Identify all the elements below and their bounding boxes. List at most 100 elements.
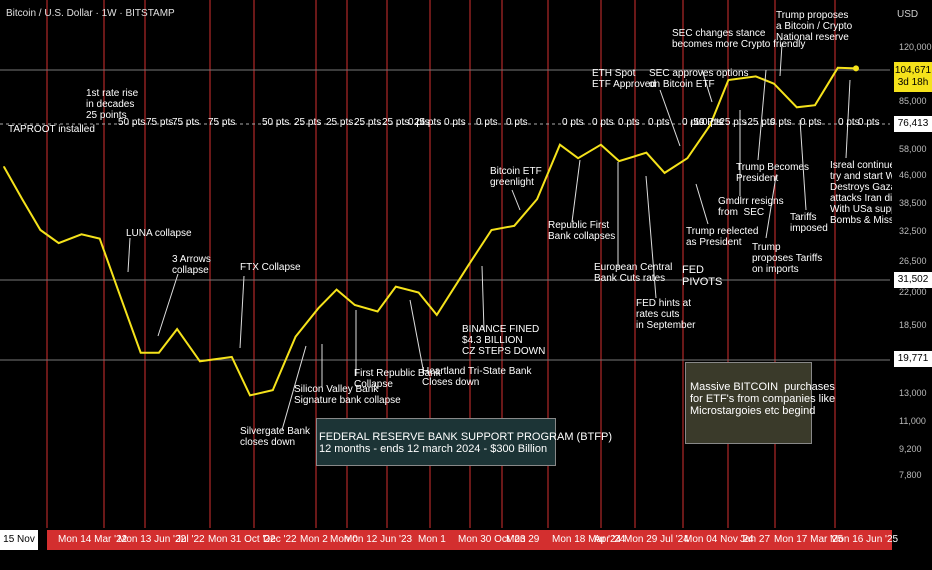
price-point [577, 157, 579, 160]
price-point [773, 82, 775, 85]
price-point [709, 124, 712, 126]
price-point [836, 67, 839, 69]
price-point [335, 288, 338, 291]
price-chart [0, 0, 890, 528]
price-point [317, 307, 320, 310]
y-tick: 58,000 [899, 144, 927, 154]
x-tick: Mon 0 [330, 534, 358, 545]
price-point [294, 335, 297, 338]
price-point [513, 225, 516, 227]
level-badge-19771: 19,771 [894, 351, 932, 367]
price-point [80, 233, 83, 236]
x-tick: Mon 2 [300, 534, 328, 545]
price-point [754, 75, 757, 78]
annotation-arrow [571, 159, 581, 223]
annotation-trump-president: Trump Becomes President [736, 162, 809, 184]
x-tick: Jan 27 [740, 534, 771, 545]
price-point [467, 264, 470, 266]
x-tick: Mon 31 Oct '22 [208, 534, 276, 545]
rate-change-label: 25 pts [294, 117, 322, 128]
x-tick: Apr '24 [594, 534, 626, 545]
y-tick: 46,000 [899, 170, 927, 180]
rate-change-label: 0 pts [444, 117, 466, 128]
annotation-trump-reelected: Trump reelected as President [686, 226, 759, 248]
annotation-svb: Silicon Valley Bank Signature bank colla… [294, 384, 401, 406]
annotation-arrow [659, 89, 681, 147]
annotation-tariffs: Tariffs imposed [790, 212, 828, 234]
annotation-republic-first: Republic First Bank collapses [548, 220, 616, 242]
price-point [727, 79, 730, 81]
price-point [176, 328, 178, 330]
annotation-three-arrows: 3 Arrows collapse [172, 254, 211, 276]
level-badge-76413: 76,413 [894, 116, 932, 132]
current-price-badge: 104,671 3d 18h [894, 62, 932, 92]
annotation-arrow [281, 345, 307, 431]
price-point [21, 198, 24, 200]
rate-change-label: 0 pts [858, 117, 880, 128]
y-tick: 13,000 [899, 388, 927, 398]
btc-purchases-text: Massive BITCOIN purchases for ETF's from… [690, 381, 836, 417]
annotation-etf-spot: ETH Spot ETF Approved [592, 68, 656, 90]
annotation-arrow [481, 265, 485, 331]
price-point [536, 198, 538, 200]
rate-change-label: -25 pts [716, 117, 747, 128]
y-tick: 85,000 [899, 96, 927, 106]
price-point [436, 314, 438, 316]
rate-change-label: 0 pts [648, 117, 670, 128]
rate-change-label: 0 pts [618, 117, 640, 128]
rate-change-label: 0 pts [408, 117, 430, 128]
annotation-arrow [511, 189, 521, 211]
rate-change-label: 50 pts [118, 117, 146, 128]
y-tick: 120,000 [899, 42, 932, 52]
annotation-heartland: Heartland Tri-State Bank Closes down [422, 366, 532, 388]
price-point [645, 151, 648, 154]
x-tick-first: 15 Nov '21 [0, 530, 38, 565]
annotation-binance: BINANCE FINED $4.3 BILLION CZ STEPS DOWN [462, 324, 546, 357]
x-tick: Dec '22 [263, 534, 297, 545]
price-point [490, 229, 493, 231]
annotation-sec-options: SEC approves options on Bitcoin ETF [649, 68, 749, 90]
y-tick: 18,500 [899, 320, 927, 330]
x-tick: Mon 16 Jun '25 [830, 534, 899, 545]
rate-change-label: 0 pts [592, 117, 614, 128]
x-tick: Mon 30 Oct '23 [458, 534, 526, 545]
y-tick: 32,500 [899, 226, 927, 236]
x-tick: Mon 04 Nov '24 [684, 534, 754, 545]
x-tick: Mon 12 Jun '23 [344, 534, 413, 545]
time-axis-bar[interactable] [47, 530, 892, 550]
fed-btfp-text: FEDERAL RESERVE BANK SUPPORT PROGRAM (BT… [319, 431, 612, 455]
annotation-arrow [239, 275, 245, 349]
annotation-gensler: Gmdlrr resigns from SEC [718, 196, 784, 218]
price-point [199, 360, 201, 363]
annotation-arrow [799, 119, 807, 211]
price-point [158, 351, 160, 354]
annotation-luna: LUNA collapse [126, 228, 192, 239]
price-point [139, 351, 142, 354]
x-tick: Mon 29 Jul '24 [624, 534, 689, 545]
current-price-dot [853, 65, 859, 72]
y-tick: 22,000 [899, 287, 927, 297]
price-point [249, 394, 251, 397]
annotation-taproot: TAPROOT installed [8, 124, 95, 135]
y-tick: 9,200 [899, 444, 922, 454]
annotation-trump-tariffs: Trump proposes Tariffs on imports [752, 242, 823, 275]
annotation-arrow [645, 175, 657, 299]
price-point [618, 160, 620, 162]
rate-change-label: 25 pts [382, 117, 410, 128]
x-tick: Mon 29 [506, 534, 540, 545]
price-point [686, 157, 689, 160]
annotation-first-republic: First Republic Bank Collapse [354, 368, 441, 390]
rate-change-label: 75 pts [172, 117, 200, 128]
annotation-arrow [845, 79, 851, 159]
price-point [395, 285, 397, 288]
currency-label[interactable]: USD [897, 9, 919, 20]
rate-change-label: 0 pts [770, 117, 792, 128]
rate-change-label: 25 pts [326, 117, 354, 128]
y-tick: 26,500 [899, 256, 927, 266]
price-point [376, 310, 379, 313]
annotation-etf-greenlight: Bitcoin ETF greenlight [490, 166, 542, 188]
annotation-arrow [701, 69, 713, 103]
annotation-arrow [765, 175, 777, 239]
annotation-fed-hints: FED hints at rates cuts in September [636, 298, 696, 331]
annotation-ftx: FTX Collapse [240, 262, 301, 273]
